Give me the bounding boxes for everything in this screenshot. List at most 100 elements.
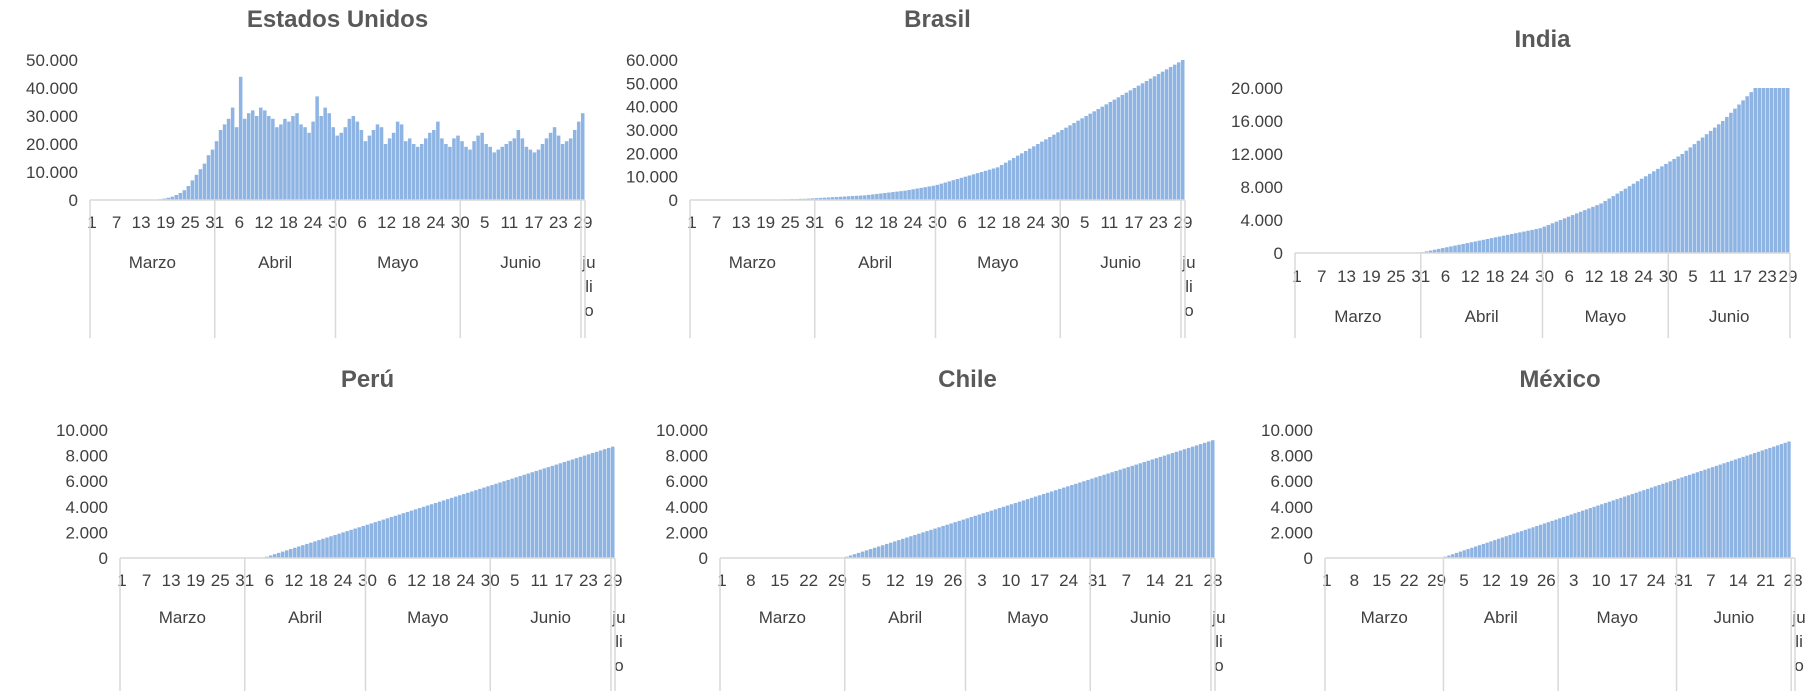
x-tick-label: 11 [531,571,549,590]
month-label: Marzo [759,608,806,627]
bar [925,531,929,558]
x-tick-label: 6 [235,213,244,232]
bar [911,189,915,200]
bar [1096,109,1100,200]
bar [1749,454,1753,558]
bar [1741,100,1745,253]
bar [929,529,933,558]
bar [166,197,170,200]
bar [959,177,964,200]
bar [1562,218,1567,253]
bar [1756,451,1761,558]
bar [1542,226,1547,253]
x-tick-label: 18 [1002,213,1021,232]
x-tick-label: 18 [432,571,451,590]
x-tick-label: 6 [957,213,966,232]
bar [1094,477,1098,558]
bar [321,538,325,558]
bar [1445,247,1449,253]
bar [347,118,352,200]
bar [852,554,857,558]
bar [484,144,488,200]
bar [186,186,191,200]
bar [1124,92,1129,200]
bar [1505,234,1510,253]
bar [462,494,466,558]
bar [263,110,267,200]
bar [1514,233,1518,253]
bar [1588,508,1592,558]
bar [1469,242,1474,253]
bar [377,520,382,558]
bar [598,450,603,558]
y-tick-label: 6.000 [665,472,708,491]
x-tick-label: 6 [1565,267,1574,286]
bar [1477,240,1482,253]
chart-title: Perú [341,366,394,393]
bar [1530,229,1534,253]
month-label: Mayo [1597,608,1639,627]
bar [1584,509,1589,558]
bar [1699,470,1703,558]
y-tick-label: 4.000 [1240,211,1283,230]
bar [875,193,879,200]
bar [880,545,885,558]
x-tick-label: 5 [862,571,871,590]
bar [387,138,392,200]
x-tick-label: 5 [480,213,489,232]
x-tick-label: 18 [879,213,898,232]
bar [859,195,863,200]
y-tick-label: 8.000 [65,447,108,466]
bar [1166,454,1171,558]
bar [1501,235,1506,253]
bar [1160,71,1165,201]
bar [480,132,484,200]
bar [1587,208,1591,253]
y-tick-label: 40.000 [26,79,78,98]
y-tick-label: 30.000 [626,121,678,140]
bar [1470,547,1474,558]
bar [582,455,587,558]
bar [947,181,952,200]
bar [413,509,418,558]
bar [570,459,575,558]
x-tick-label: 12 [854,213,873,232]
x-tick-label: 7 [1317,267,1326,286]
bar [1072,123,1076,200]
bar [945,524,949,558]
bar [876,546,881,558]
bar [909,536,913,558]
chart-estados-unidos: Estados Unidos 0 10.000 20.000 30.000 40.000 5… [26,6,595,338]
bar [337,533,341,558]
bar [1485,238,1490,253]
bar [1546,224,1551,253]
bar [1142,462,1147,558]
y-tick-label: 20.000 [26,135,78,154]
x-tick-label: 7 [712,213,721,232]
bar [933,528,937,558]
bar [202,163,207,200]
bar [250,110,255,200]
bar [255,116,259,200]
bar [218,130,223,200]
bar [1508,534,1512,558]
bar [1574,213,1579,253]
y-tick-label: 50.000 [26,51,78,70]
month-label: Marzo [1334,307,1381,326]
bar [1493,540,1497,558]
bar [397,514,402,558]
bar [1518,232,1522,253]
bar [452,138,456,200]
bar [993,509,998,558]
bar [424,138,428,200]
bar [496,149,500,200]
bar [586,454,591,558]
bar [923,187,927,200]
month-label-part: o [614,656,623,675]
bar [403,141,408,200]
bar [1554,221,1559,253]
bar [1639,178,1644,253]
bar [1573,513,1577,558]
bar [369,523,374,558]
month-label: Abril [1484,608,1518,627]
